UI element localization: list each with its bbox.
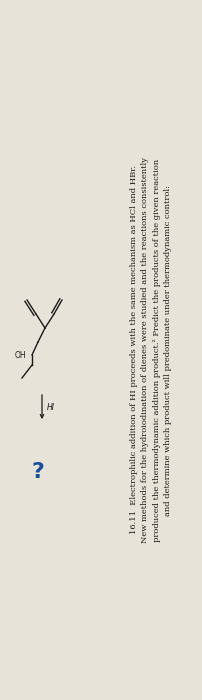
Text: HI: HI — [47, 402, 55, 412]
Text: ?: ? — [32, 462, 44, 482]
Text: 16.11  Electrophilic addition of HI proceeds with the same mechanism as HCl and : 16.11 Electrophilic addition of HI proce… — [130, 157, 172, 543]
Text: OH: OH — [14, 351, 26, 360]
